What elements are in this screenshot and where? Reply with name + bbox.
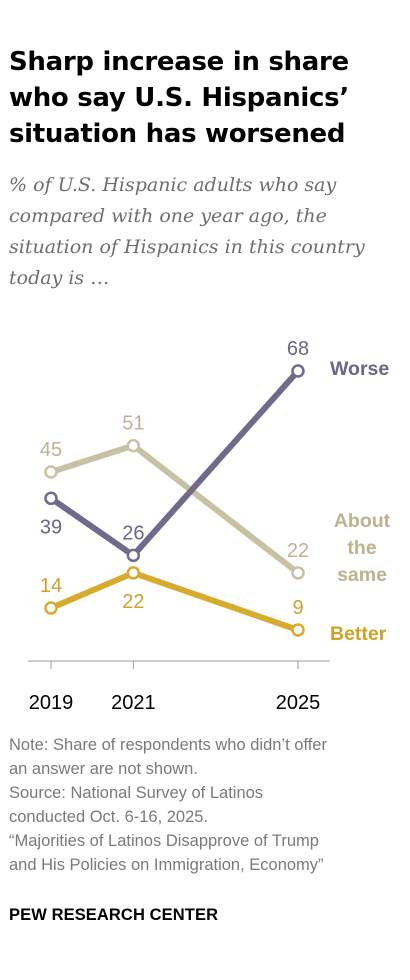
chart-subtitle: % of U.S. Hispanic adults who say compar… <box>9 174 365 289</box>
data-point-worse <box>126 548 141 563</box>
chart-notes: Note: Share of respondents who didn’t of… <box>9 733 407 877</box>
data-point-worse <box>44 491 58 506</box>
series-label-about-the-same: About <box>334 510 391 532</box>
data-point-about-the-same <box>44 465 58 479</box>
data-label-better: 9 <box>292 597 303 619</box>
data-label-worse: 39 <box>40 516 62 538</box>
data-label-worse: 26 <box>122 522 144 544</box>
x-tick-label: 2025 <box>276 692 321 714</box>
data-label-better: 22 <box>122 591 144 613</box>
brand-name: PEW RESEARCH CENTER <box>9 906 219 924</box>
data-point-worse <box>291 364 305 378</box>
data-point-better <box>291 623 305 637</box>
data-label-worse: 68 <box>287 338 309 360</box>
data-label-about-the-same: 51 <box>122 413 144 435</box>
data-label-about-the-same: 22 <box>287 540 309 562</box>
data-label-better: 14 <box>40 575 62 597</box>
data-point-about-the-same <box>126 438 141 453</box>
series-label-about-the-same: same <box>337 564 387 586</box>
data-point-better <box>126 566 141 580</box>
data-point-better <box>44 601 58 615</box>
x-tick-label: 2019 <box>29 692 74 714</box>
series-line-better <box>48 569 301 633</box>
report-title-line: “Majorities of Latinos Disapprove of Tru… <box>9 832 319 850</box>
source-line: conducted Oct. 6-16, 2025. <box>9 808 209 826</box>
data-point-about-the-same <box>291 566 305 580</box>
series-label-about-the-same: the <box>347 537 376 559</box>
x-tick-label: 2021 <box>111 692 156 714</box>
data-label-about-the-same: 45 <box>40 439 62 461</box>
chart-title: Sharp increase in share who say U.S. His… <box>9 47 349 149</box>
note-line: Note: Share of respondents who didn’t of… <box>9 736 327 754</box>
source-line: Source: National Survey of Latinos <box>9 784 264 802</box>
series-label-better: Better <box>330 623 387 645</box>
series-label-worse: Worse <box>330 358 389 380</box>
report-title-line: and His Policies on Immigration, Economy… <box>9 856 324 874</box>
note-line: an answer are not shown. <box>9 760 198 778</box>
